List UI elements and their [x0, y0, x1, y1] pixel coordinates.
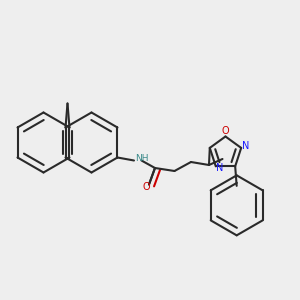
Text: O: O: [142, 182, 150, 193]
Text: N: N: [216, 163, 223, 173]
Text: N: N: [242, 140, 249, 151]
Text: NH: NH: [136, 154, 149, 163]
Text: O: O: [222, 126, 229, 136]
